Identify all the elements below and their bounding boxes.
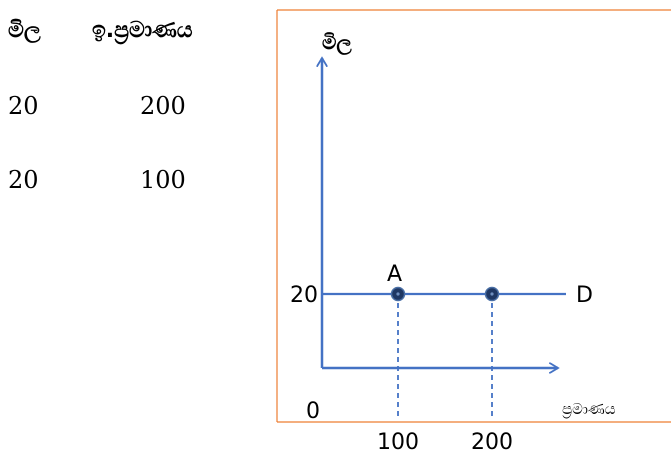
y-tick-label: 20 (290, 283, 318, 308)
x-axis-label: ප්‍රමාණය (562, 400, 616, 419)
data-point-center (490, 292, 493, 295)
x-tick-label: 200 (471, 430, 513, 455)
origin-label: 0 (306, 399, 320, 424)
y-axis-label: මිල (322, 30, 352, 56)
point-label: A (387, 262, 402, 287)
x-tick-label: 100 (377, 430, 419, 455)
series-label: D (576, 283, 593, 308)
data-point-center (396, 292, 399, 295)
